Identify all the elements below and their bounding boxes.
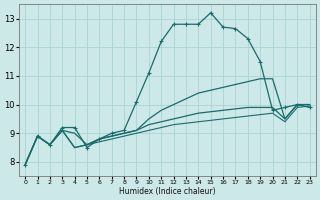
X-axis label: Humidex (Indice chaleur): Humidex (Indice chaleur): [119, 187, 216, 196]
